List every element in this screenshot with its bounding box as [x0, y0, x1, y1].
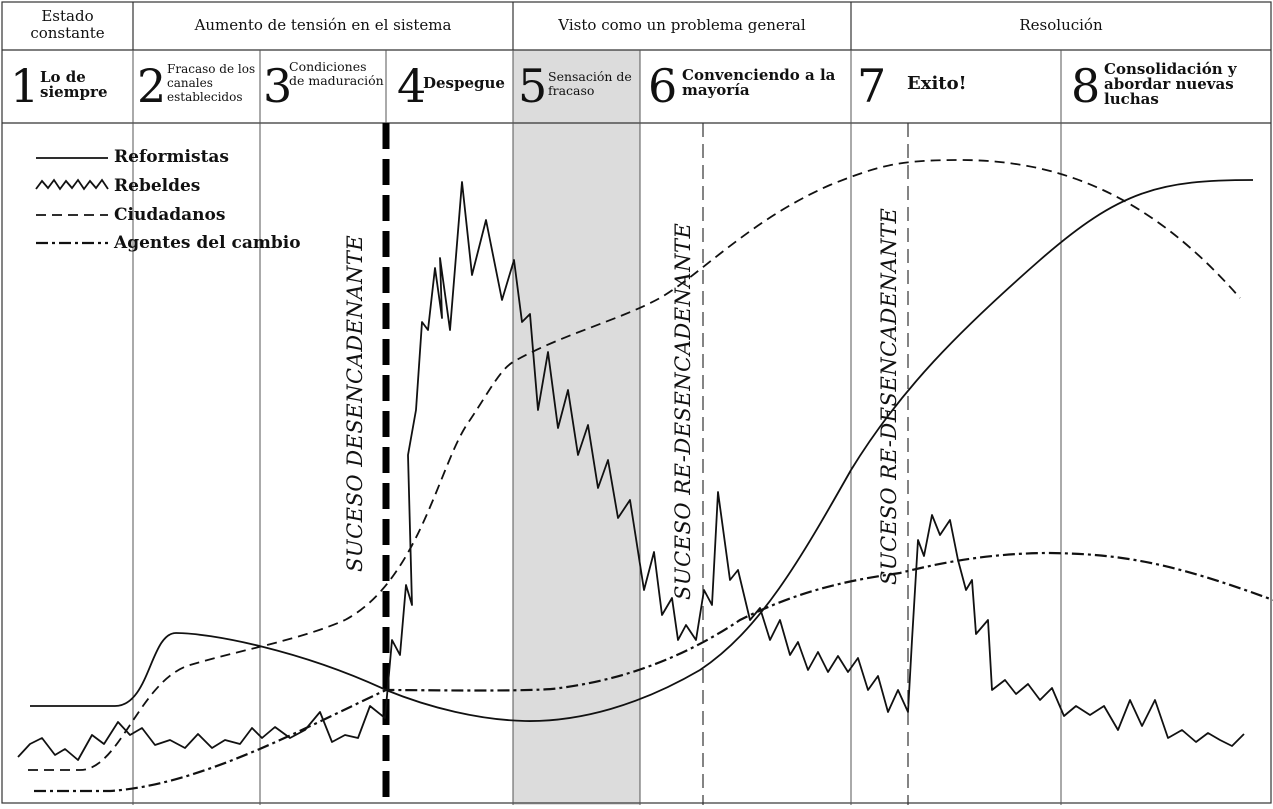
- legend-zigzag-sample: [35, 178, 109, 191]
- stage-5-number: 5: [518, 59, 548, 113]
- group-resolucion: Resolución: [1019, 16, 1103, 34]
- reformistas-curve: [30, 179, 1254, 722]
- stage-5-label: Sensación de fracaso: [548, 69, 632, 98]
- stage-1-number: 1: [10, 59, 40, 113]
- legend-rebeldes: Rebeldes: [114, 176, 201, 196]
- stage-6-number: 6: [648, 59, 678, 113]
- stage-3-label: Condiciones de maduración: [289, 59, 384, 88]
- legend-ciudadanos: Ciudadanos: [114, 205, 226, 225]
- stage-3-number: 3: [263, 59, 293, 113]
- group-estado-constante: Estado constante: [30, 7, 105, 42]
- stage-7-number: 7: [857, 59, 887, 113]
- legend-samples: [35, 157, 109, 245]
- retrigger-event-label-2: SUCESO RE-DESENCADENANTE: [877, 207, 901, 585]
- trigger-event-label: SUCESO DESENCADENANTE: [343, 234, 367, 572]
- stage-1-label: Lo de siempre: [40, 68, 108, 101]
- stage-6-label: Convenciendo a la mayoría: [682, 66, 836, 99]
- retrigger-event-label-1: SUCESO RE-DESENCADENANTE: [671, 222, 695, 600]
- stage-8-label: Consolidación y abordar nuevas luchas: [1104, 60, 1237, 108]
- legend-reformistas: Reformistas: [114, 147, 230, 167]
- stage-2-number: 2: [137, 59, 167, 113]
- group-aumento-tension: Aumento de tensión en el sistema: [194, 16, 452, 34]
- stage-2-label: Fracaso de los canales establecidos: [167, 62, 256, 104]
- stage-4-number: 4: [397, 59, 427, 113]
- agentes-curve: [34, 551, 1273, 793]
- stage-4-label: Despegue: [423, 74, 505, 92]
- stage-8-number: 8: [1071, 59, 1101, 113]
- legend-agentes: Agentes del cambio: [114, 233, 301, 253]
- rebeldes-curve: [17, 181, 1245, 761]
- group-problema-general: Visto como un problema general: [558, 16, 806, 34]
- stage-5-shade: [513, 50, 640, 805]
- stage-dividers: [132, 50, 1062, 805]
- stage-7-label: Exito!: [907, 73, 967, 94]
